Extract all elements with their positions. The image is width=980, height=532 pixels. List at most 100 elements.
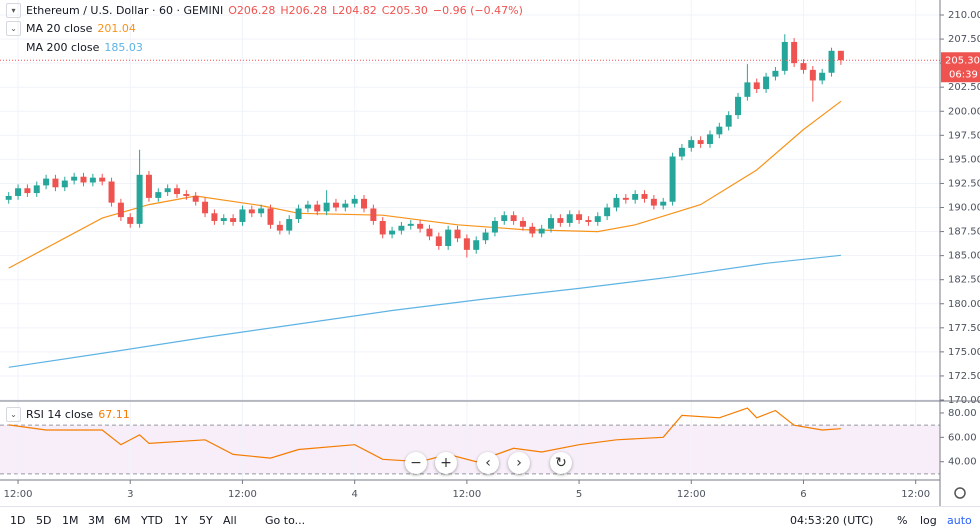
pane: 40.00 60.00 80.00 (0, 408, 977, 475)
candle-body (24, 188, 31, 194)
y-tick-label: 190.00 (948, 203, 980, 214)
range-button[interactable]: All (223, 514, 237, 527)
ohlc-high: H206.28 (280, 4, 328, 17)
candle-body (361, 198, 368, 209)
x-tick-label: 3 (127, 489, 133, 500)
zoom-out[interactable]: − (405, 452, 427, 474)
candle-body (71, 176, 78, 181)
zoom-in[interactable]: + (435, 452, 457, 474)
line (8, 407, 841, 463)
legend-name: RSI 14 close (26, 408, 94, 421)
line (8, 100, 842, 269)
candle-body (819, 72, 826, 81)
y-tick-label: 192.50 (948, 178, 980, 189)
candle-body (239, 209, 246, 222)
candle-body (314, 204, 321, 212)
rsi-band (0, 425, 940, 474)
scroll-left[interactable]: ‹ (477, 452, 499, 474)
x-tick-label: 12:00 (228, 489, 257, 500)
candle-body (529, 226, 536, 234)
symbol-title: Ethereum / U.S. Dollar · 60 · GEMINI (26, 4, 224, 17)
candle-body (604, 207, 611, 217)
auto-button[interactable]: auto (947, 514, 972, 527)
candle-body (594, 216, 601, 222)
reset[interactable]: ↻ (550, 452, 572, 474)
chart: 170.00172.50175.00177.50180.00182.50185.… (0, 0, 980, 506)
candle-body (538, 228, 545, 234)
range-button[interactable]: 5D (36, 514, 52, 527)
candle-body (491, 220, 498, 233)
candle-body (669, 156, 676, 202)
y-tick-label: 200.00 (948, 106, 980, 117)
percent-button[interactable]: % (897, 514, 908, 527)
collapse-button[interactable]: ⌄ (6, 21, 21, 36)
y-tick-label: 195.00 (948, 154, 980, 165)
candle-body (697, 140, 704, 144)
candle-body (585, 220, 592, 222)
y-tick-label: 180.00 (948, 299, 980, 310)
collapse-button[interactable]: ▾ (6, 3, 21, 18)
y-tick-label: 182.50 (948, 275, 980, 286)
candle-body (566, 214, 573, 223)
candle-body (706, 134, 713, 144)
candle-body (15, 188, 22, 196)
ohlc-low: L204.82 (332, 4, 377, 17)
line (8, 254, 841, 368)
candle-body (43, 178, 50, 186)
candle-body (435, 236, 442, 247)
legend-name: MA 200 close (26, 41, 100, 54)
y-tick-label: 187.50 (948, 227, 980, 238)
y-tick-label: 60.00 (948, 432, 977, 443)
candle-body (688, 140, 695, 148)
candle-body (725, 115, 732, 127)
candle-body (781, 41, 788, 71)
candle-body (164, 188, 171, 193)
pane: 170.00172.50175.00177.50180.00182.50185.… (0, 10, 980, 406)
ohlc-change: −0.96 (−0.47%) (432, 4, 523, 17)
candle-body (800, 63, 807, 70)
candle-body (108, 181, 115, 203)
candle-body (370, 208, 377, 221)
candle-body (145, 174, 152, 198)
candle-body (155, 192, 162, 198)
legend-value: 185.03 (104, 41, 143, 54)
range-button[interactable]: 5Y (199, 514, 213, 527)
candle-body (837, 50, 844, 61)
candle-body (735, 96, 742, 116)
collapse-button[interactable]: ⌄ (6, 407, 21, 422)
rsi-legend: ⌄ RSI 14 close 67.11 (6, 407, 130, 422)
goto-button[interactable]: Go to... (265, 514, 306, 527)
candle-body (332, 202, 339, 208)
candle-body (557, 218, 564, 223)
range-button[interactable]: 1D (10, 514, 26, 527)
range-button[interactable]: YTD (141, 514, 163, 527)
ohlc-open: O206.28 (228, 4, 276, 17)
range-button[interactable]: 1Y (174, 514, 188, 527)
candle-body (80, 176, 87, 183)
y-tick-label: 177.50 (948, 323, 980, 334)
legend-value: 201.04 (97, 22, 136, 35)
x-tick-label: 12:00 (901, 489, 930, 500)
candle-body (772, 70, 779, 77)
y-tick-label: 202.50 (948, 82, 980, 93)
range-button[interactable]: 3M (88, 514, 105, 527)
candle-body (192, 195, 199, 202)
candle-body (510, 215, 517, 221)
candle-body (763, 76, 770, 90)
candle-body (407, 223, 414, 226)
ohlc-close: C205.30 (381, 4, 428, 17)
log-button[interactable]: log (920, 514, 937, 527)
y-tick-label: 172.50 (948, 371, 980, 382)
range-button[interactable]: 6M (114, 514, 131, 527)
candle-body (52, 178, 59, 188)
scroll-right[interactable]: › (508, 452, 530, 474)
candle-body (548, 218, 555, 229)
candle-body (127, 217, 134, 224)
range-button[interactable]: 1M (62, 514, 79, 527)
y-tick-label: 185.00 (948, 251, 980, 262)
candle-body (445, 229, 452, 247)
candle-body (632, 194, 639, 200)
x-tick-label: 6 (800, 489, 806, 500)
y-tick-label: 40.00 (948, 457, 977, 468)
